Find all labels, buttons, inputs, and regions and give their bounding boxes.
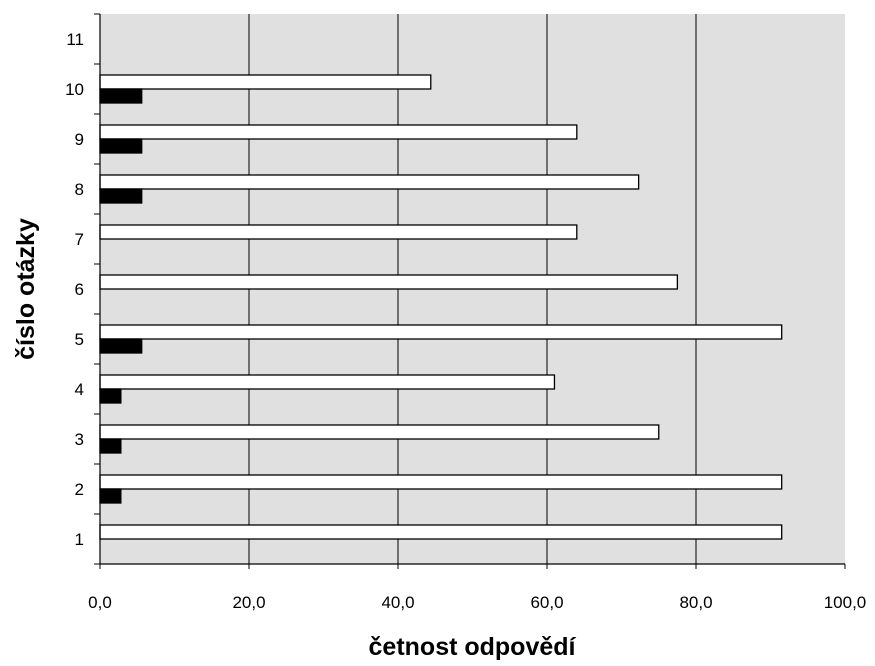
bar-white-q2	[99, 474, 783, 490]
y-tick-label-7: 7	[75, 230, 84, 249]
bars	[99, 74, 783, 540]
y-tick-label-6: 6	[75, 280, 84, 299]
y-axis-title: číslo otázky	[12, 218, 40, 360]
y-tick-label-9: 9	[75, 130, 84, 149]
y-tick-label-8: 8	[75, 180, 84, 199]
x-axis-title: četnost odpovědí	[369, 633, 577, 661]
bar-white-q5	[99, 324, 783, 340]
bar-white-q7	[99, 224, 578, 240]
y-tick-label-3: 3	[75, 430, 84, 449]
x-tick-label-4: 80,0	[679, 593, 712, 612]
y-tick-label-1: 1	[75, 530, 84, 549]
bar-white-q6	[99, 274, 679, 290]
y-tick-label-10: 10	[65, 80, 84, 99]
x-tick-label-1: 20,0	[232, 593, 265, 612]
bar-white-q8	[99, 174, 640, 190]
bar-black-q10	[99, 88, 143, 104]
y-tick-label-2: 2	[75, 480, 84, 499]
ticks: 0,0 20,0 40,0 60,0 80,0 100,0 1 2 3 4 5 6 7 8 9 10 11	[65, 13, 867, 612]
bar-black-q9	[99, 138, 143, 154]
bar-white-q9	[99, 124, 578, 140]
bar-white-q10	[99, 74, 432, 90]
x-tick-label-5: 100,0	[824, 593, 867, 612]
bar-black-q2	[99, 488, 122, 504]
y-tick-label-5: 5	[75, 330, 84, 349]
bar-white-q4	[99, 374, 556, 390]
x-tick-label-3: 60,0	[530, 593, 563, 612]
y-tick-label-4: 4	[75, 380, 84, 399]
x-tick-label-0: 0,0	[88, 593, 112, 612]
bar-black-q3	[99, 438, 122, 454]
x-tick-label-2: 40,0	[381, 593, 414, 612]
bar-black-q4	[99, 388, 122, 404]
bar-black-q5	[99, 338, 143, 354]
bar-white-q3	[99, 424, 660, 440]
y-tick-label-11: 11	[66, 30, 84, 49]
bar-white-q1	[99, 524, 783, 540]
bar-black-q8	[99, 188, 143, 204]
